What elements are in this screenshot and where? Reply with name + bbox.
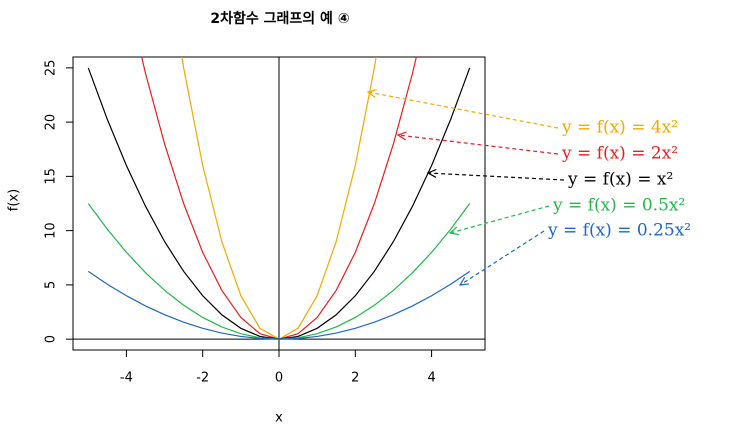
annotation-arrow — [459, 230, 545, 286]
y-tick-label: 25 — [44, 60, 59, 77]
plot-area — [87, 57, 471, 340]
annotation-arrowhead — [366, 89, 377, 98]
annotation-arrowhead — [396, 131, 407, 141]
y-tick-label: 10 — [44, 222, 59, 239]
y-axis-label: f(x) — [7, 189, 22, 211]
x-tick-label: 0 — [275, 371, 283, 386]
annotation-label: y = f(x) = 0.5x² — [552, 196, 685, 216]
curve — [87, 270, 471, 340]
annotation-arrow — [449, 205, 550, 234]
y-tick-label: 5 — [44, 281, 59, 289]
annotation-arrow — [427, 172, 565, 181]
y-tick-label: 20 — [44, 114, 59, 131]
annotation-arrow — [397, 134, 559, 155]
x-tick-label: -2 — [196, 371, 209, 386]
annotation-arrowhead — [426, 168, 437, 178]
annotation-label: y = f(x) = 2x² — [561, 144, 678, 164]
x-axis-label: x — [275, 411, 283, 426]
annotation-arrow — [367, 91, 559, 129]
y-tick-label: 15 — [44, 168, 59, 185]
annotation-label: y = f(x) = x² — [567, 170, 673, 190]
annotation-arrowhead — [458, 277, 470, 286]
x-tick-label: -4 — [120, 371, 133, 386]
x-tick-label: 4 — [427, 371, 435, 386]
annotation-arrowhead — [448, 226, 459, 236]
chart-title: 2차함수 그래프의 예 ④ — [210, 10, 349, 27]
annotation-label: y = f(x) = 4x² — [561, 118, 678, 138]
annotation-label: y = f(x) = 0.25x² — [547, 221, 691, 241]
y-tick-label: 0 — [44, 335, 59, 343]
x-tick-label: 2 — [351, 371, 359, 386]
